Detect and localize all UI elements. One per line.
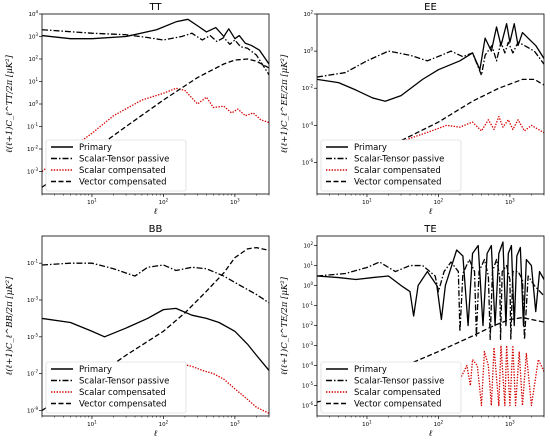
- chart-bb-ytick-label: 10-5: [27, 332, 38, 341]
- chart-bb-xtick-label: 102: [159, 420, 169, 429]
- chart-tt-ytick-label: 104: [28, 10, 38, 19]
- chart-bb-ytick-label: 10-1: [27, 259, 38, 268]
- chart-tt-ytick-label: 10-2: [27, 145, 38, 154]
- chart-bb-title: BB: [149, 224, 163, 235]
- chart-te-legend-label: Scalar-Tensor passive: [354, 377, 444, 387]
- chart-tt-ytick-label: 10-1: [27, 122, 38, 131]
- chart-te-legend-label: Primary: [354, 365, 387, 375]
- chart-tt-legend-box: [45, 139, 187, 192]
- chart-ee-legend-label: Primary: [354, 143, 387, 153]
- chart-ee-legend-label: Vector compensated: [354, 178, 442, 188]
- chart-te-axes-frame: [316, 235, 545, 417]
- chart-tt-legend-label: Scalar compensated: [79, 166, 166, 176]
- chart-bb-legend-label: Scalar-Tensor passive: [79, 377, 169, 387]
- chart-tt-ytick-label: 103: [28, 32, 38, 41]
- chart-bb-xlabel: ℓ: [154, 429, 158, 439]
- chart-ee-ytick-label: 100: [303, 47, 313, 56]
- chart-te-xtick-label: 103: [505, 420, 515, 429]
- chart-ee-series-scalar-tensor-passive: [317, 41, 544, 78]
- chart-ee-ylabel: ℓ(ℓ+1)C_ℓ^EE/2π [μK²]: [279, 54, 290, 153]
- chart-bb-series-scalar-compensated: [125, 364, 269, 414]
- chart-ee-xtick-label: 103: [505, 198, 515, 207]
- chart-bb-legend-label: Scalar compensated: [79, 388, 166, 398]
- chart-bb-series-scalar-tensor-passive: [42, 262, 269, 304]
- chart-tt-ytick-label: 100: [28, 100, 38, 109]
- chart-te-ytick-label: 10-3: [302, 341, 313, 350]
- chart-bb-xtick-label: 101: [87, 420, 97, 429]
- chart-ee-series-scalar-compensated: [345, 115, 544, 176]
- chart-tt-series-primary: [42, 18, 269, 65]
- chart-bb-ytick-label: 10-3: [27, 296, 38, 305]
- panel-bb: BB 101 102 103 10-9 10-7 10-5 10-3 10-1 ℓ ℓ(ℓ+1)C_…: [4, 224, 270, 439]
- chart-te-legend-label: Vector compensated: [354, 400, 442, 410]
- chart-te-legend-box: [320, 361, 462, 414]
- chart-tt-legend-label: Primary: [79, 143, 112, 153]
- chart-te-ytick-label: 10-1: [302, 301, 313, 310]
- chart-te-ytick-label: 102: [303, 241, 313, 250]
- chart-tt-ytick-label: 101: [28, 77, 38, 86]
- chart-tt-legend-label: Scalar-Tensor passive: [79, 155, 169, 165]
- chart-tt-ytick-label: 102: [28, 55, 38, 64]
- chart-ee-xtick-label: 102: [434, 198, 444, 207]
- chart-te-ytick-label: 101: [303, 261, 313, 270]
- chart-tt-xlabel: ℓ: [154, 207, 158, 217]
- chart-bb-xtick-label: 103: [230, 420, 240, 429]
- chart-te-series-scalar-tensor-passive: [317, 258, 544, 341]
- chart-ee-ytick-label: 102: [303, 10, 313, 19]
- chart-ee-legend-label: Scalar compensated: [354, 166, 441, 176]
- chart-tt-xtick-label: 102: [159, 198, 169, 207]
- chart-te-legend-label: Scalar compensated: [354, 388, 441, 398]
- chart-ee-xtick-label: 101: [362, 198, 372, 207]
- chart-te-ytick-label: 10-4: [302, 361, 313, 370]
- chart-ee-title: EE: [424, 2, 437, 13]
- chart-ee-xlabel: ℓ: [429, 207, 433, 217]
- chart-ee-series-primary: [317, 23, 544, 102]
- chart-bb-ytick-label: 10-9: [27, 406, 38, 415]
- chart-te-ytick-label: 100: [303, 281, 313, 290]
- chart-te-xlabel: ℓ: [429, 429, 433, 439]
- chart-bb-ytick-label: 10-7: [27, 369, 38, 378]
- chart-ee-ytick-label: 10-6: [302, 158, 313, 167]
- chart-te-ytick-label: 10-2: [302, 321, 313, 330]
- chart-bb-legend-label: Primary: [79, 365, 112, 375]
- chart-tt-series-scalar-compensated: [42, 87, 269, 173]
- chart-tt-title: TT: [148, 2, 162, 13]
- chart-tt-ytick-label: 10-3: [27, 167, 38, 176]
- chart-te-xtick-label: 102: [434, 420, 444, 429]
- chart-tt-xtick-label: 103: [230, 198, 240, 207]
- chart-te-ylabel: ℓ(ℓ+1)C_ℓ^TE/2π [μK²]: [279, 276, 290, 375]
- chart-te-title: TE: [423, 224, 436, 235]
- chart-bb-legend-label: Vector compensated: [79, 400, 167, 410]
- chart-bb-legend-box: [45, 361, 187, 414]
- chart-tt-series-scalar-tensor-passive: [42, 29, 269, 76]
- chart-bb-ylabel: ℓ(ℓ+1)C_ℓ^BB/2π [μK²]: [4, 276, 15, 375]
- chart-te-series-scalar-compensated: [437, 344, 544, 412]
- chart-te-series-primary: [317, 241, 544, 327]
- chart-tt-xtick-label: 101: [87, 198, 97, 207]
- chart-ee-ytick-label: 10-4: [302, 121, 313, 129]
- chart-ee-legend-box: [320, 139, 462, 192]
- chart-ee-ytick-label: 10-2: [302, 84, 313, 93]
- panel-te: TE 101 102 103 10-6 10-5 10-4 10-3 10-2 10-1 100 10…: [279, 224, 545, 439]
- chart-te-ytick-label: 10-5: [302, 381, 313, 390]
- chart-tt-axes-frame: [41, 13, 270, 195]
- chart-tt-legend-label: Vector compensated: [79, 178, 167, 188]
- chart-bb-axes-frame: [41, 235, 270, 417]
- chart-te-xtick-label: 101: [362, 420, 372, 429]
- chart-ee-legend-label: Scalar-Tensor passive: [354, 155, 444, 165]
- chart-te-ytick-label: 10-6: [302, 401, 313, 410]
- panel-tt: TT 101 102 103 10-3 10-2 10-1 100 101 102 103 104 ℓ ℓ…: [4, 2, 270, 217]
- chart-bb-series-primary: [42, 307, 269, 371]
- chart-tt-ylabel: ℓ(ℓ+1)C_ℓ^TT/2π [μK²]: [4, 55, 15, 153]
- chart-ee-axes-frame: [316, 13, 545, 195]
